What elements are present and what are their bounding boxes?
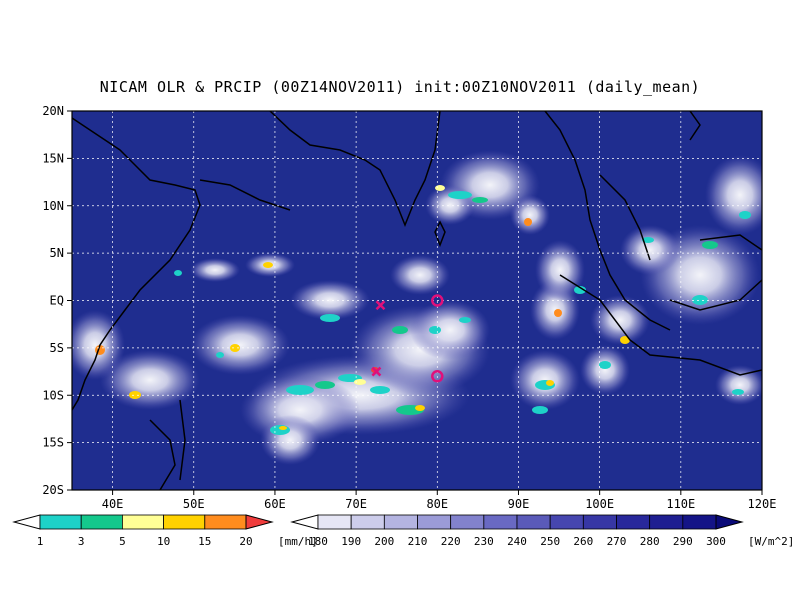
lat-tick-label: EQ <box>50 294 64 308</box>
colorbar-label: 5 <box>119 535 126 548</box>
lon-tick-label: 80E <box>426 497 448 511</box>
colorbar-label: 220 <box>441 535 461 548</box>
colorbar-swatch <box>163 514 206 530</box>
olr-colorbar: 180 190 200 210 220 230 240 250 260 270 280 290 300 [… <box>290 514 794 548</box>
colorbar-lower-triangle <box>290 514 319 530</box>
colorbar-label: 280 <box>640 535 660 548</box>
colorbar-swatch <box>350 514 385 530</box>
colorbar-swatch <box>616 514 651 530</box>
gridlines <box>72 111 762 490</box>
olr-cloud-field <box>72 150 762 465</box>
colorbar-label: 1 <box>37 535 44 548</box>
lon-tick-label: 100E <box>585 497 614 511</box>
colorbar-label: 250 <box>540 535 560 548</box>
lat-tick-label: 15N <box>42 151 64 165</box>
map-title: NICAM OLR & PRCIP (00Z14NOV2011) init:00… <box>99 78 701 96</box>
colorbar-label: 230 <box>474 535 494 548</box>
colorbar-swatch <box>582 514 617 530</box>
colorbar-label: 200 <box>374 535 394 548</box>
colorbar-swatch <box>383 514 418 530</box>
lon-tick-label: 110E <box>666 497 695 511</box>
lat-tick-label: 10S <box>42 388 64 402</box>
circle-marker <box>431 294 444 307</box>
colorbar-swatch <box>450 514 485 530</box>
colorbar-label: 260 <box>573 535 593 548</box>
axis-ticks: 20N 15N 10N 5N EQ 5S 10S 15S 20S 40E 50E 60E 70E 80E 9… <box>42 104 776 511</box>
colorbar-swatch <box>682 514 717 530</box>
colorbar-label: 20 <box>239 535 252 548</box>
lon-tick-label: 50E <box>183 497 205 511</box>
lat-tick-label: 20N <box>42 104 64 118</box>
colorbar-label: 190 <box>341 535 361 548</box>
colorbar-swatch <box>649 514 684 530</box>
x-marker <box>371 366 382 377</box>
lat-tick-label: 5N <box>50 246 64 260</box>
lat-tick-label: 15S <box>42 436 64 450</box>
precip-colorbar: 1 3 5 10 15 20 [mm/h] <box>12 514 318 548</box>
colorbar-label: 270 <box>607 535 627 548</box>
circle-marker <box>431 370 444 383</box>
colorbar-swatch <box>549 514 584 530</box>
colorbar-label: 240 <box>507 535 527 548</box>
event-markers <box>371 294 444 383</box>
colorbar-swatch <box>516 514 551 530</box>
colorbar-unit: [W/m^2] <box>748 535 794 548</box>
colorbar-swatch <box>204 514 247 530</box>
colorbar-label: 300 <box>706 535 726 548</box>
lon-tick-label: 90E <box>508 497 530 511</box>
colorbar-swatch <box>39 514 82 530</box>
colorbar-lower-triangle <box>12 514 41 530</box>
colorbar-swatch <box>417 514 452 530</box>
lon-tick-label: 40E <box>102 497 124 511</box>
colorbar-swatch <box>317 514 352 530</box>
lon-tick-label: 120E <box>748 497 777 511</box>
x-marker <box>375 300 386 311</box>
colorbar-swatch <box>122 514 165 530</box>
lat-tick-label: 10N <box>42 199 64 213</box>
coastlines <box>72 111 762 490</box>
map-field <box>72 111 762 490</box>
lat-tick-label: 20S <box>42 483 64 497</box>
colorbar-label: 290 <box>673 535 693 548</box>
colorbar-label: 10 <box>157 535 170 548</box>
lon-tick-label: 60E <box>264 497 286 511</box>
colorbar-label: 15 <box>198 535 211 548</box>
colorbar-upper-triangle <box>715 514 744 530</box>
colorbar-unit: [mm/h] <box>278 535 318 548</box>
colorbar-upper-triangle <box>245 514 274 530</box>
lat-tick-label: 5S <box>50 341 64 355</box>
colorbar-swatch <box>80 514 123 530</box>
colorbar-swatch <box>483 514 518 530</box>
colorbar-label: 3 <box>78 535 85 548</box>
lon-tick-label: 70E <box>345 497 367 511</box>
colorbar-label: 180 <box>308 535 328 548</box>
colorbar-label: 210 <box>408 535 428 548</box>
